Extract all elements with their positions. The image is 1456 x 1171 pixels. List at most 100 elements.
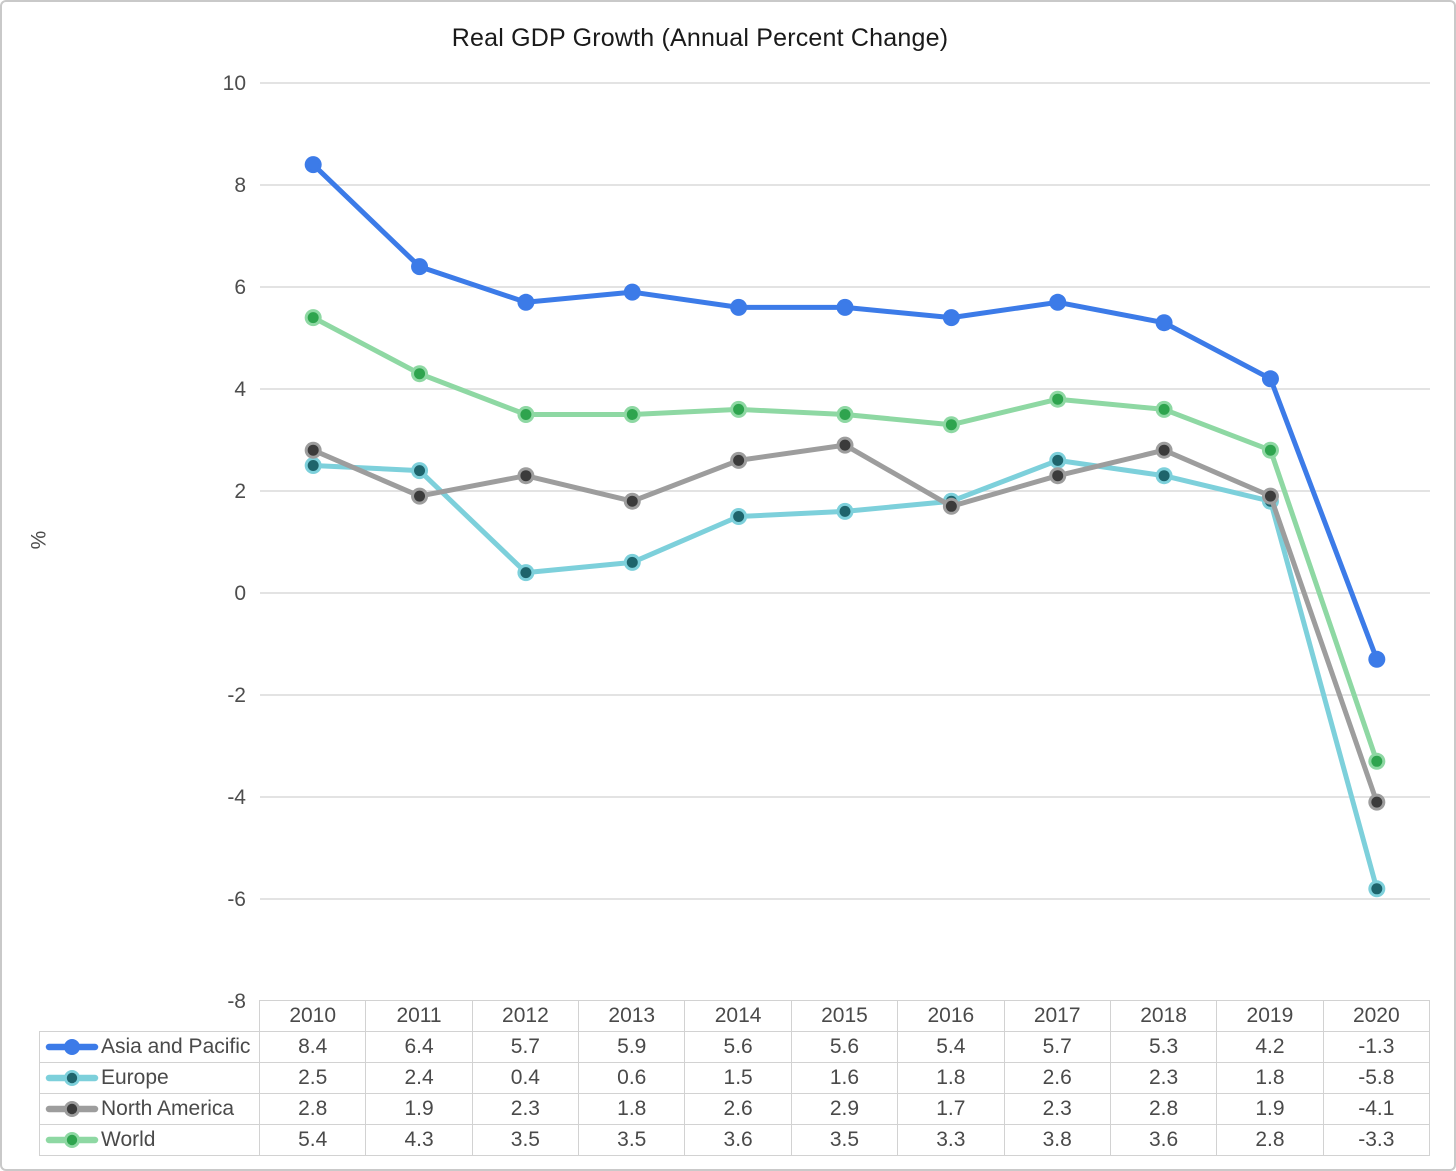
legend-marker-icon xyxy=(45,1101,99,1117)
table-row: World 5.4 4.3 3.5 3.5 3.6 3.5 3.3 3.8 3.6 2.8 -3.3 xyxy=(39,1124,1431,1156)
data-point xyxy=(1264,444,1276,456)
data-point xyxy=(1371,796,1383,808)
data-point xyxy=(1052,470,1064,482)
data-point xyxy=(1052,296,1064,308)
value-cell: 4.3 xyxy=(365,1124,473,1156)
data-point xyxy=(945,500,957,512)
y-tick-label: 0 xyxy=(234,582,246,605)
data-point xyxy=(626,556,638,568)
value-cell: 5.4 xyxy=(897,1031,1005,1063)
value-cell: 2.8 xyxy=(258,1093,367,1125)
table-corner-spacer xyxy=(40,1001,260,1032)
data-point xyxy=(945,419,957,431)
year-header-cell: 2012 xyxy=(471,1000,580,1032)
data-point xyxy=(520,470,532,482)
data-point xyxy=(1371,755,1383,767)
legend-entry: North America xyxy=(41,1095,259,1124)
value-cell: 2.3 xyxy=(1109,1062,1218,1094)
data-point xyxy=(1052,393,1064,405)
value-cell: 0.6 xyxy=(578,1062,686,1094)
value-cell: 2.3 xyxy=(1003,1093,1111,1125)
series-name: Asia and Pacific xyxy=(101,1035,251,1058)
data-point xyxy=(1371,653,1383,665)
data-point xyxy=(1264,490,1276,502)
data-point xyxy=(414,490,426,502)
data-point xyxy=(626,409,638,420)
table-row: North America 2.8 1.9 2.3 1.8 2.6 2.9 1.7 2.3 2.8… xyxy=(39,1093,1431,1125)
data-point xyxy=(626,495,638,507)
value-cell: 1.7 xyxy=(897,1093,1005,1125)
legend-marker-icon xyxy=(45,1039,99,1055)
value-cell: 2.6 xyxy=(684,1093,792,1125)
y-tick-label: -4 xyxy=(227,786,246,809)
data-point xyxy=(1158,317,1170,329)
value-cell: 3.5 xyxy=(471,1124,580,1156)
legend-marker-icon xyxy=(45,1070,99,1086)
data-point xyxy=(414,368,426,380)
year-header-cell: 2015 xyxy=(790,1000,899,1032)
value-cell: 1.9 xyxy=(1216,1093,1324,1125)
data-point xyxy=(733,454,745,466)
value-cell: 5.9 xyxy=(578,1031,686,1063)
data-point xyxy=(1158,470,1170,482)
series-line xyxy=(310,457,1380,892)
data-point xyxy=(520,409,532,420)
data-point xyxy=(626,286,638,298)
year-header-cell: 2017 xyxy=(1003,1000,1111,1032)
chart-title: Real GDP Growth (Annual Percent Change) xyxy=(451,24,949,52)
value-cell: 2.8 xyxy=(1109,1093,1218,1125)
value-cell: 3.6 xyxy=(1109,1124,1218,1156)
data-point xyxy=(307,159,319,171)
series-name: North America xyxy=(101,1097,235,1120)
data-table: 2010 2011 2012 2013 2014 2015 2016 2017 2018 2019… xyxy=(39,1000,1431,1156)
data-point xyxy=(839,439,851,451)
year-header-cell: 2020 xyxy=(1322,1000,1431,1032)
data-point xyxy=(733,301,745,313)
data-point xyxy=(520,296,532,308)
legend-entry: World xyxy=(41,1126,259,1155)
y-tick-label: -8 xyxy=(227,990,246,1013)
value-cell: 6.4 xyxy=(365,1031,473,1063)
y-tick-label: -6 xyxy=(227,888,246,911)
data-point xyxy=(1371,883,1383,895)
table-header-row: 2010 2011 2012 2013 2014 2015 2016 2017 2018 2019… xyxy=(40,1000,1431,1032)
data-point xyxy=(307,444,319,456)
legend-cell: World xyxy=(39,1124,260,1156)
value-cell: -4.1 xyxy=(1322,1093,1431,1125)
data-point xyxy=(414,261,426,273)
legend-marker-icon xyxy=(45,1132,99,1148)
data-point xyxy=(839,301,851,313)
value-cell: 5.6 xyxy=(684,1031,792,1063)
value-cell: 1.6 xyxy=(790,1062,899,1094)
value-cell: 1.8 xyxy=(1216,1062,1324,1094)
data-point xyxy=(733,403,745,415)
data-point xyxy=(1158,444,1170,456)
year-header-cell: 2013 xyxy=(578,1000,686,1032)
value-cell: 2.3 xyxy=(471,1093,580,1125)
value-cell: 2.9 xyxy=(790,1093,899,1125)
table-row: Asia and Pacific 8.4 6.4 5.7 5.9 5.6 5.6 5.4 5.7… xyxy=(39,1031,1431,1063)
value-cell: 3.5 xyxy=(578,1124,686,1156)
y-tick-label: 8 xyxy=(234,174,246,197)
value-cell: 5.4 xyxy=(258,1124,367,1156)
year-header-cell: 2014 xyxy=(684,1000,792,1032)
year-header-cell: 2016 xyxy=(897,1000,1005,1032)
legend-cell: Asia and Pacific xyxy=(39,1031,260,1063)
data-point xyxy=(1158,403,1170,415)
value-cell: 4.2 xyxy=(1216,1031,1324,1063)
value-cell: 3.5 xyxy=(790,1124,899,1156)
data-point xyxy=(307,460,319,471)
value-cell: 2.6 xyxy=(1003,1062,1111,1094)
y-tick-label: 10 xyxy=(223,72,246,95)
value-cell: 3.6 xyxy=(684,1124,792,1156)
value-cell: 1.8 xyxy=(578,1093,686,1125)
year-header-cell: 2019 xyxy=(1216,1000,1324,1032)
value-cell: 8.4 xyxy=(258,1031,367,1063)
series-line xyxy=(310,442,1380,805)
series-name: Europe xyxy=(101,1066,169,1089)
data-point xyxy=(945,312,957,324)
value-cell: 2.8 xyxy=(1216,1124,1324,1156)
value-cell: 2.4 xyxy=(365,1062,473,1094)
year-header-cell: 2018 xyxy=(1109,1000,1218,1032)
